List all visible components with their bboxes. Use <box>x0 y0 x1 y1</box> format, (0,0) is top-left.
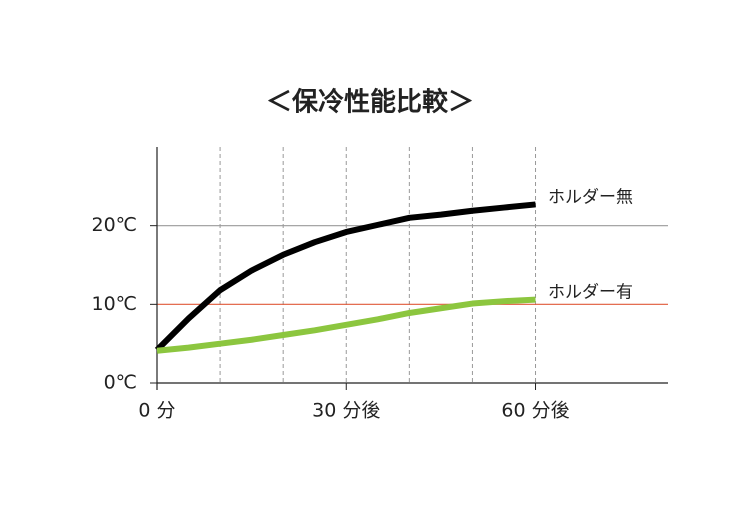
chart-title: ＜保冷性能比較＞ <box>266 87 474 118</box>
series-line <box>154 201 536 353</box>
x-tick-label: 60 分後 <box>501 400 569 422</box>
y-tick-label: 0℃ <box>104 372 137 394</box>
series-line <box>156 296 536 354</box>
y-tick-label: 10℃ <box>91 293 137 315</box>
legend-label: ホルダー無 <box>548 187 633 207</box>
x-tick-label: 30 分後 <box>312 400 380 422</box>
legend-label: ホルダー有 <box>548 283 633 303</box>
x-tick-label: 0 分 <box>138 400 175 422</box>
y-tick-label: 20℃ <box>91 214 137 236</box>
